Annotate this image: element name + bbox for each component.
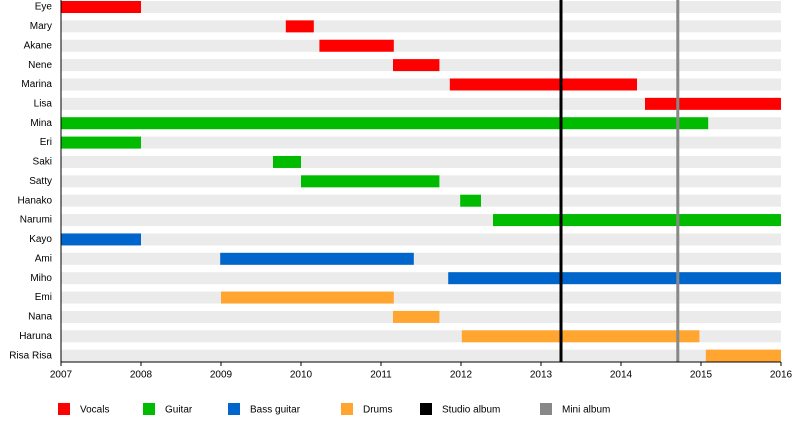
- bar: [61, 1, 141, 13]
- x-tick-label: 2012: [450, 370, 473, 381]
- y-tick-label: Hanako: [18, 195, 53, 206]
- row-stripe: [61, 349, 781, 362]
- y-tick-label: Lisa: [34, 98, 53, 109]
- legend-label: Mini album: [562, 405, 610, 416]
- legend-swatch: [540, 403, 552, 415]
- bar: [449, 78, 637, 91]
- y-tick-label: Saki: [33, 157, 52, 168]
- bar: [273, 155, 301, 168]
- x-tick-label: 2015: [690, 370, 713, 381]
- bar: [221, 291, 394, 304]
- bar: [493, 214, 781, 227]
- bar: [705, 349, 781, 362]
- x-tick-label: 2010: [290, 370, 313, 381]
- row-stripe: [61, 291, 781, 304]
- legend-swatch: [420, 403, 432, 415]
- bar: [393, 59, 440, 72]
- bar: [220, 252, 414, 265]
- legend-label: Drums: [363, 405, 392, 416]
- y-tick-label: Akane: [24, 40, 53, 51]
- y-tick-label: Narumi: [20, 215, 52, 226]
- bar: [61, 136, 141, 149]
- bar: [460, 194, 481, 207]
- legend-swatch: [341, 403, 353, 415]
- bar: [285, 20, 314, 33]
- legend-swatch: [143, 403, 155, 415]
- y-tick-label: Risa Risa: [9, 350, 52, 361]
- legend-swatch: [58, 403, 70, 415]
- row-stripe: [61, 1, 781, 13]
- bar: [61, 117, 709, 130]
- legend-label: Studio album: [442, 405, 500, 416]
- row-stripe: [61, 233, 781, 246]
- row-stripe: [61, 136, 781, 149]
- y-tick-label: Eri: [40, 137, 52, 148]
- x-tick-label: 2016: [770, 370, 793, 381]
- bar: [301, 175, 440, 188]
- y-tick-label: Nana: [28, 312, 52, 323]
- y-tick-label: Mary: [30, 21, 52, 32]
- y-tick-label: Mina: [30, 118, 52, 129]
- y-tick-label: Satty: [29, 176, 52, 187]
- legend-label: Guitar: [165, 405, 193, 416]
- y-tick-label: Miho: [30, 273, 52, 284]
- row-stripe: [61, 20, 781, 33]
- bar: [448, 272, 781, 285]
- y-tick-label: Kayo: [29, 234, 52, 245]
- y-tick-label: Nene: [28, 60, 52, 71]
- row-stripe: [61, 194, 781, 207]
- row-stripe: [61, 252, 781, 265]
- x-tick-label: 2009: [210, 370, 233, 381]
- bar: [61, 233, 141, 246]
- row-stripe: [61, 78, 781, 91]
- row-stripe: [61, 39, 781, 52]
- bar: [319, 39, 394, 52]
- legend-swatch: [228, 403, 240, 415]
- bar: [645, 97, 781, 110]
- bar: [461, 330, 700, 343]
- x-tick-label: 2008: [130, 370, 153, 381]
- row-stripe: [61, 155, 781, 168]
- x-tick-label: 2007: [50, 370, 73, 381]
- bar: [393, 310, 440, 323]
- legend-label: Bass guitar: [250, 405, 301, 416]
- x-tick-label: 2013: [530, 370, 553, 381]
- x-tick-label: 2011: [370, 370, 392, 381]
- y-tick-label: Marina: [21, 79, 52, 90]
- y-tick-label: Eye: [35, 2, 53, 13]
- x-tick-label: 2014: [610, 370, 633, 381]
- row-stripe: [61, 97, 781, 110]
- y-tick-label: Haruna: [19, 331, 52, 342]
- legend-label: Vocals: [80, 405, 109, 416]
- y-tick-label: Emi: [35, 292, 52, 303]
- y-tick-label: Ami: [35, 253, 52, 264]
